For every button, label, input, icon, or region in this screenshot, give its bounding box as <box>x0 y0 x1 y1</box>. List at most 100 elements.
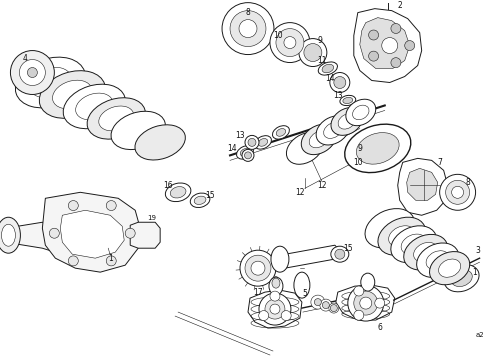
Ellipse shape <box>335 249 345 259</box>
Circle shape <box>68 201 78 211</box>
Ellipse shape <box>270 23 310 63</box>
Ellipse shape <box>251 261 265 275</box>
Ellipse shape <box>39 71 105 118</box>
Text: 14: 14 <box>227 144 237 153</box>
Circle shape <box>354 291 378 315</box>
Circle shape <box>322 302 329 309</box>
Polygon shape <box>248 290 302 328</box>
Ellipse shape <box>269 277 283 295</box>
Text: 8: 8 <box>465 178 470 187</box>
Text: 13: 13 <box>235 131 245 140</box>
Ellipse shape <box>240 250 276 286</box>
Ellipse shape <box>190 193 210 207</box>
Ellipse shape <box>222 3 274 55</box>
Ellipse shape <box>414 242 438 262</box>
Ellipse shape <box>444 265 479 292</box>
Polygon shape <box>60 210 124 258</box>
Polygon shape <box>398 158 448 215</box>
Ellipse shape <box>426 251 449 270</box>
Polygon shape <box>407 168 438 200</box>
Ellipse shape <box>316 116 349 145</box>
Circle shape <box>106 256 116 266</box>
Ellipse shape <box>111 111 165 149</box>
Text: 15: 15 <box>343 244 353 253</box>
Ellipse shape <box>99 106 134 131</box>
Text: 14: 14 <box>325 74 335 83</box>
Circle shape <box>329 303 339 313</box>
Ellipse shape <box>440 174 476 210</box>
Polygon shape <box>42 192 140 272</box>
Circle shape <box>68 256 78 266</box>
Text: 11: 11 <box>317 56 327 65</box>
Text: 2: 2 <box>397 1 402 10</box>
Ellipse shape <box>63 84 125 129</box>
Polygon shape <box>360 18 410 68</box>
Circle shape <box>320 299 332 311</box>
Text: 9: 9 <box>357 144 362 153</box>
Ellipse shape <box>29 67 72 98</box>
Ellipse shape <box>331 108 363 135</box>
Ellipse shape <box>272 278 280 288</box>
Text: 19: 19 <box>147 215 157 221</box>
Ellipse shape <box>340 95 356 105</box>
Ellipse shape <box>401 234 426 254</box>
Text: 17: 17 <box>253 288 263 297</box>
Circle shape <box>315 298 321 306</box>
Ellipse shape <box>237 146 253 159</box>
Ellipse shape <box>0 217 21 253</box>
Circle shape <box>270 304 280 314</box>
Ellipse shape <box>1 224 15 246</box>
Ellipse shape <box>52 80 92 109</box>
Text: 15: 15 <box>205 191 215 200</box>
Ellipse shape <box>361 273 375 291</box>
Circle shape <box>311 295 325 309</box>
Ellipse shape <box>165 183 191 202</box>
Circle shape <box>259 311 269 320</box>
Ellipse shape <box>338 114 356 129</box>
Polygon shape <box>280 245 340 268</box>
Ellipse shape <box>416 243 459 277</box>
Text: 5: 5 <box>302 289 307 298</box>
Ellipse shape <box>452 186 464 198</box>
Circle shape <box>270 291 280 301</box>
Ellipse shape <box>378 217 425 255</box>
Ellipse shape <box>171 186 186 198</box>
Ellipse shape <box>276 28 304 57</box>
Ellipse shape <box>294 272 310 298</box>
Text: 7: 7 <box>437 158 442 167</box>
Ellipse shape <box>439 259 461 277</box>
Circle shape <box>354 310 364 320</box>
Ellipse shape <box>304 44 322 62</box>
Ellipse shape <box>404 234 447 270</box>
Ellipse shape <box>75 93 113 120</box>
Text: 6: 6 <box>377 323 382 332</box>
Text: 9: 9 <box>318 36 322 45</box>
Ellipse shape <box>309 131 329 148</box>
Text: 10: 10 <box>273 31 283 40</box>
Ellipse shape <box>287 132 323 164</box>
Ellipse shape <box>389 226 415 247</box>
Circle shape <box>382 37 398 54</box>
Polygon shape <box>130 222 160 248</box>
Ellipse shape <box>284 37 296 49</box>
Circle shape <box>348 285 384 321</box>
Ellipse shape <box>15 57 85 108</box>
Ellipse shape <box>344 124 411 172</box>
Text: 12: 12 <box>295 188 305 197</box>
Text: 12: 12 <box>317 181 327 190</box>
Circle shape <box>125 228 135 238</box>
Circle shape <box>27 68 37 77</box>
Circle shape <box>20 59 46 85</box>
Ellipse shape <box>451 270 472 287</box>
Circle shape <box>330 72 350 93</box>
Ellipse shape <box>240 149 250 156</box>
Circle shape <box>360 297 372 309</box>
Circle shape <box>405 41 415 50</box>
Ellipse shape <box>272 126 290 139</box>
Ellipse shape <box>230 11 266 46</box>
Circle shape <box>106 201 116 211</box>
Ellipse shape <box>365 208 415 248</box>
Ellipse shape <box>331 246 349 262</box>
Ellipse shape <box>276 129 286 136</box>
Ellipse shape <box>353 105 369 120</box>
